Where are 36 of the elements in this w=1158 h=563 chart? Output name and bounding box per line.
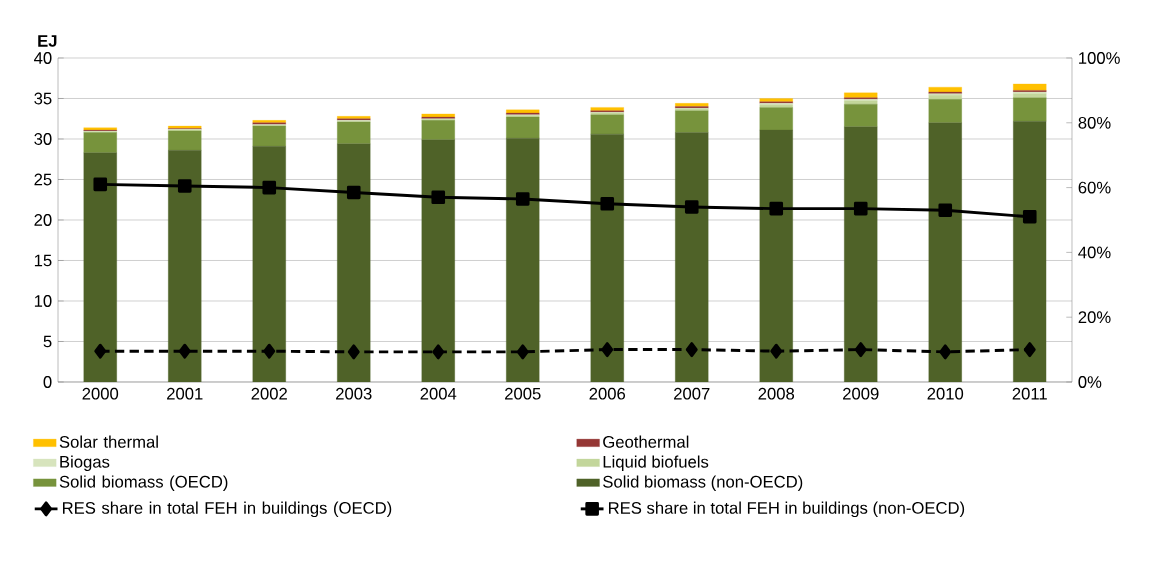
y2-tick-label: 0% xyxy=(1078,376,1102,388)
legend-label: RES share in total FEH in buildings (non-OECD) xyxy=(609,501,965,518)
legend-label: Solid biomass (non-OECD) xyxy=(603,475,803,491)
y2-tick-label: 40% xyxy=(1078,246,1111,259)
legend-label: RES share in total FEH in buildings (OECD) xyxy=(63,501,392,518)
legend-label: Solid biomass (OECD) xyxy=(59,475,228,491)
legend-label: Solar thermal xyxy=(59,435,158,448)
x-tick-label: 2008 xyxy=(758,387,795,400)
x-tick-label: 2009 xyxy=(843,387,879,400)
x-tick-label: 2001 xyxy=(167,387,203,400)
y-tick-label: 15 xyxy=(34,254,52,267)
x-tick-label: 2006 xyxy=(589,387,626,400)
legend-label: Liquid biofuels xyxy=(603,455,709,472)
y-tick-label: 35 xyxy=(34,92,52,105)
legend-label: Biogas xyxy=(60,455,110,472)
legend-label: Geothermal xyxy=(603,435,689,448)
y-tick-label: 30 xyxy=(34,133,52,145)
y-tick-label: 20 xyxy=(34,214,52,226)
y-tick-label: 10 xyxy=(34,295,52,307)
x-tick-label: 2005 xyxy=(505,387,541,400)
x-tick-label: 2003 xyxy=(336,387,372,400)
y-tick-label: 25 xyxy=(34,173,52,186)
y2-tick-label: 60% xyxy=(1078,181,1111,194)
x-tick-label: 2007 xyxy=(674,387,710,400)
y2-tick-label: 20% xyxy=(1078,311,1111,324)
x-tick-label: 2004 xyxy=(420,387,457,400)
y2-tick-label: 100% xyxy=(1079,52,1120,64)
x-tick-label: 2000 xyxy=(82,387,119,400)
x-tick-label: 2010 xyxy=(927,387,964,400)
y-tick-label: 5 xyxy=(43,335,52,348)
y-tick-label: 0 xyxy=(43,376,52,388)
y-tick-label: 40 xyxy=(34,52,52,64)
y-axis-title: EJ xyxy=(38,35,57,47)
x-tick-label: 2011 xyxy=(1012,387,1047,400)
y2-tick-label: 80% xyxy=(1078,116,1111,129)
x-tick-label: 2002 xyxy=(251,387,287,400)
